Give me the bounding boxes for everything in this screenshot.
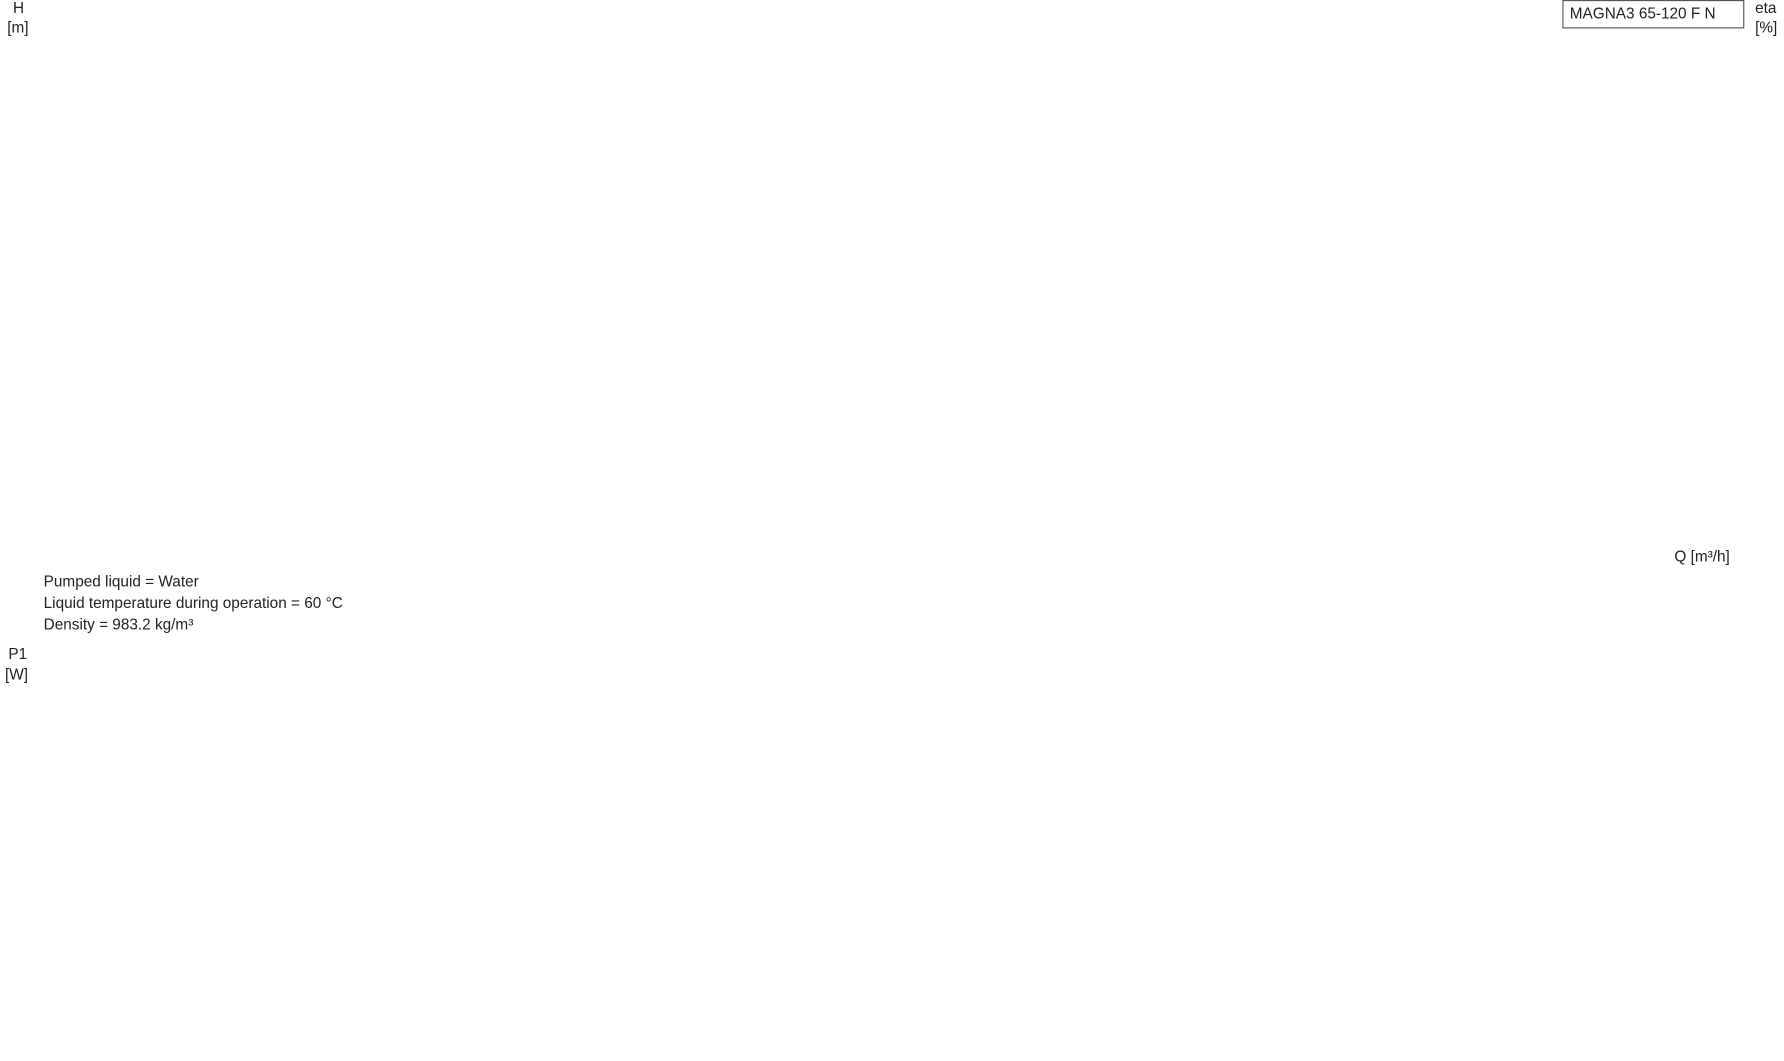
note: Density = 983.2 kg/m³	[44, 617, 194, 634]
y-axis-label: P1	[8, 646, 27, 663]
title-box	[1562, 0, 1745, 29]
chart-title: MAGNA3 65-120 F N	[1570, 5, 1716, 22]
note: Pumped liquid = Water	[44, 573, 199, 590]
x-axis-label: Q [m³/h]	[1674, 548, 1729, 565]
y-axis-label: H	[13, 0, 24, 17]
y-axis-unit: [W]	[5, 667, 28, 684]
y2-axis-unit: [%]	[1755, 19, 1777, 36]
y2-axis-label: eta	[1755, 0, 1777, 17]
y-axis-unit: [m]	[7, 19, 28, 36]
note: Liquid temperature during operation = 60…	[44, 595, 343, 612]
